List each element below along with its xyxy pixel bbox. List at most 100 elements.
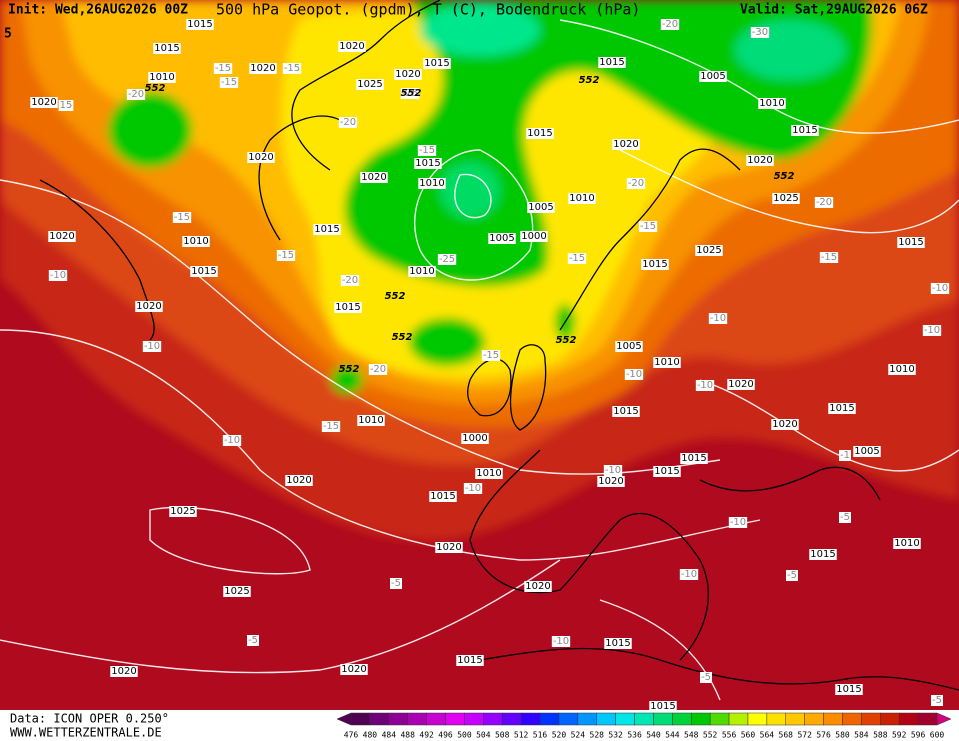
isobar-label-box [48, 231, 76, 242]
scale-box [634, 712, 654, 726]
temperature-label: -15 [284, 63, 300, 74]
temperature-label-box [58, 100, 74, 111]
scale-label: 480 [363, 731, 378, 740]
isobar-label-box [520, 231, 548, 242]
scale-box [804, 712, 824, 726]
isobar-label-box [526, 128, 554, 139]
temperature-label: -10 [681, 569, 697, 580]
scale-box [464, 712, 484, 726]
temperature-label: -15 [215, 63, 231, 74]
isobar-label-box [488, 233, 516, 244]
height-label: 552 [401, 88, 422, 99]
scale-box [407, 712, 427, 726]
temperature-label-box [750, 27, 770, 38]
scale-label: 580 [835, 731, 850, 740]
scale-box [501, 712, 522, 726]
isobar-label: 1015 [792, 125, 817, 136]
scale-box [350, 712, 371, 726]
isobar-label: 1015 [650, 701, 675, 712]
temperature-label: -15 [221, 77, 237, 88]
temperature-field [0, 0, 959, 710]
isobar-label-box [423, 58, 451, 69]
isobar-label-box [527, 202, 555, 213]
isobar-label-box [340, 664, 368, 675]
isobar-label: 1025 [224, 586, 249, 597]
isobar-label: 1020 [31, 97, 56, 108]
scale-label: 560 [741, 731, 756, 740]
scale-box [842, 712, 862, 726]
temperature-label-box [930, 283, 950, 294]
temperature-label-box [126, 89, 146, 100]
isobar-label-box [338, 41, 366, 52]
temperature-label: -20 [816, 197, 832, 208]
temperature-label: -10 [224, 435, 240, 446]
isobar-label-box [153, 43, 181, 54]
isobar-label-box [598, 57, 626, 68]
isobar-label: 1005 [700, 71, 725, 82]
temperature-label: -5 [248, 635, 258, 646]
temperature-label: -10 [605, 465, 621, 476]
scale-box [880, 712, 900, 726]
isobar-label-box [680, 453, 708, 464]
scale-box [898, 712, 919, 726]
isobar-label-box [524, 581, 552, 592]
height-label: 552 [145, 83, 166, 94]
isobar-label-box [435, 542, 463, 553]
temperature-label-box [626, 178, 646, 189]
isobar-label-box [475, 468, 503, 479]
temperature-label: -20 [628, 178, 644, 189]
scale-label: 504 [476, 731, 491, 740]
isobar-label-box [190, 266, 218, 277]
scale-label: 544 [665, 731, 680, 740]
temperature-label: -15 [569, 253, 585, 264]
temperature-label: -15 [821, 252, 837, 263]
scale-label: 592 [892, 731, 907, 740]
temperature-label-box [660, 19, 680, 30]
isobar-label-box [110, 666, 138, 677]
scale-label: 556 [722, 731, 737, 740]
isobar-label-box [357, 415, 385, 426]
scale-box [747, 712, 768, 726]
temperature-label: -1 [840, 450, 850, 461]
scale-label: 576 [816, 731, 831, 740]
temperature-label-box [931, 695, 943, 706]
scale-label: 512 [514, 731, 529, 740]
temperature-label: -15 [640, 221, 656, 232]
isobar-label-box [418, 178, 446, 189]
temperature-label: -10 [924, 325, 940, 336]
isobar-label-box [604, 638, 632, 649]
isobar-label-box [169, 506, 197, 517]
temperature-label: -10 [553, 636, 569, 647]
temperature-label: -20 [342, 275, 358, 286]
isobar-label-box [356, 79, 384, 90]
chart-title: 500 hPa Geopot. (gpdm), T (C), Bodendruc… [216, 1, 640, 19]
scale-label: 540 [646, 731, 661, 740]
isobar-label-box [727, 379, 755, 390]
isobar-label-box [699, 71, 727, 82]
scale-box [615, 712, 635, 726]
isobar-label: 1015 [613, 406, 638, 417]
isobar-label: 1015 [527, 128, 552, 139]
isobar-label-box [746, 155, 774, 166]
isobar-label-box [597, 476, 625, 487]
temperature-label: -5 [932, 695, 942, 706]
temperature-label: -20 [128, 89, 144, 100]
scale-box [445, 712, 465, 726]
height-label: 552 [579, 75, 600, 86]
isobar-label: 1025 [696, 245, 721, 256]
isobar-label-box [360, 172, 388, 183]
temperature-label: -15 [323, 421, 339, 432]
scale-label: 548 [684, 731, 699, 740]
isobar-label-box [695, 245, 723, 256]
scale-label: 492 [419, 731, 434, 740]
temperature-label: -10 [932, 283, 948, 294]
scale-label: 600 [930, 731, 945, 740]
isobar-label: 1020 [111, 666, 136, 677]
isobar-label: 1020 [598, 476, 623, 487]
temperature-label-box [922, 325, 942, 336]
temperature-label: -5 [701, 672, 711, 683]
temperature-label-box [551, 636, 571, 647]
temperature-label-box [638, 221, 658, 232]
isobar-label-box [641, 259, 669, 270]
